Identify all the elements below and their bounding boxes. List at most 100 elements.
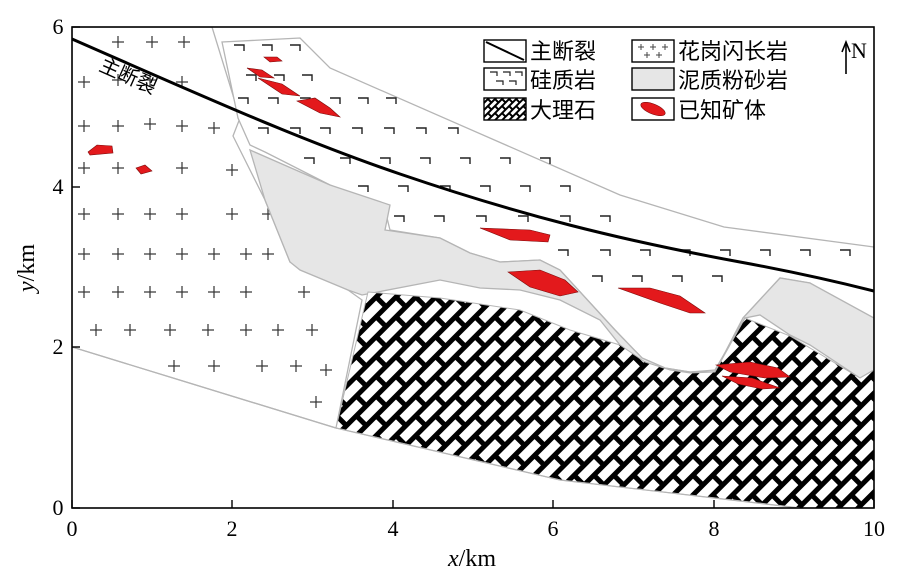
ore-body <box>721 375 781 390</box>
x-axis-title: x/km <box>447 546 496 572</box>
x-tick-label: 10 <box>863 516 885 541</box>
siliceous-mark <box>340 157 351 164</box>
x-tick-label: 2 <box>227 516 238 541</box>
y-axis <box>72 26 80 509</box>
ore-body <box>296 97 342 118</box>
legend-label: 花岗闪长岩 <box>678 40 788 65</box>
siliceous-mark <box>800 249 811 256</box>
legend-item-marble: 大理石 <box>483 97 596 124</box>
ore-body <box>246 67 276 79</box>
x-tick-label: 6 <box>548 516 559 541</box>
siliceous-mark <box>840 249 851 256</box>
siliceous-mark <box>560 185 571 192</box>
legend-item-granodiorite: 花岗闪长岩 <box>631 39 788 65</box>
siliceous-mark <box>384 127 395 134</box>
siliceous-mark <box>632 275 643 282</box>
siliceous-mark <box>720 249 731 256</box>
siliceous-mark <box>352 127 363 134</box>
siliceous-mark <box>640 249 651 256</box>
siliceous-mark <box>558 249 569 256</box>
ore-body <box>479 227 551 243</box>
siliceous-mark <box>416 127 427 134</box>
ore-bodies <box>87 56 791 390</box>
siliceous-mark <box>560 215 571 222</box>
legend-item-fault: 主断裂 <box>483 39 596 65</box>
x-tick-label: 0 <box>67 516 78 541</box>
siliceous-mark <box>386 97 397 104</box>
siliceous-mark <box>518 215 529 222</box>
north-label: N <box>851 38 867 63</box>
y-tick-label: 4 <box>53 174 64 199</box>
siliceous-mark <box>480 185 491 192</box>
ore-body <box>263 56 283 63</box>
siliceous-mark <box>600 215 611 222</box>
siliceous-mark <box>320 127 331 134</box>
plot-frame <box>71 26 875 509</box>
legend-label: 大理石 <box>530 99 596 124</box>
siliceous-mark <box>304 157 315 164</box>
siliceous-mark <box>330 97 341 104</box>
siliceous-mark <box>268 97 279 104</box>
siliceous-mark <box>540 157 551 164</box>
legend-item-ore: 已知矿体 <box>631 97 766 124</box>
granodiorite-crosses <box>78 36 332 408</box>
siliceous-mark <box>302 74 313 81</box>
siliceous-mark <box>290 44 301 51</box>
legend-item-siltstone: 泥质粉砂岩 <box>631 67 788 94</box>
main-fault-line <box>72 37 874 293</box>
granodiorite-pattern-icon <box>631 39 675 63</box>
ore-body <box>507 269 579 297</box>
ore-body <box>714 361 791 379</box>
siliceous-mark <box>672 275 683 282</box>
siliceous-mark <box>358 97 369 104</box>
ore-body <box>135 164 153 175</box>
siliceous-mark <box>398 185 409 192</box>
siliceous-rock-pattern-icon <box>483 67 527 91</box>
siliceous-mark <box>600 249 611 256</box>
siliceous-mark <box>274 74 285 81</box>
siliceous-mark <box>592 275 603 282</box>
lower-boundary-line <box>72 346 801 508</box>
siliceous-mark <box>500 157 511 164</box>
siliceous-mark <box>460 157 471 164</box>
siliceous-mark <box>712 275 723 282</box>
siliceous-mark <box>760 249 771 256</box>
siliceous-mark <box>420 157 431 164</box>
ore-body <box>87 144 114 156</box>
legend-label: 已知矿体 <box>678 99 766 124</box>
legend-label: 主断裂 <box>530 40 596 65</box>
x-axis-unit: /km <box>459 546 497 572</box>
y-tick-label: 0 <box>53 495 64 520</box>
x-tick-label: 4 <box>388 516 399 541</box>
siliceous-mark <box>262 44 273 51</box>
x-axis-var: x <box>447 546 459 572</box>
legend-item-siliceous: 硅质岩 <box>483 67 596 94</box>
y-tick-label: 2 <box>53 334 64 359</box>
siliceous-mark <box>476 215 487 222</box>
y-axis-var: y <box>14 281 40 294</box>
siliceous-mark <box>238 97 249 104</box>
legend-label: 硅质岩 <box>530 69 596 94</box>
siltstone-fill-icon <box>631 67 675 91</box>
siliceous-mark <box>434 215 445 222</box>
siliceous-mark <box>290 127 301 134</box>
ore-body <box>617 287 706 314</box>
north-arrow: N <box>841 38 867 74</box>
siliceous-mark <box>520 185 531 192</box>
siliceous-mark <box>258 127 269 134</box>
y-axis-title: y/km <box>14 244 40 294</box>
siliceous-mark <box>394 215 405 222</box>
ore-body <box>257 77 301 97</box>
siliceous-mark <box>234 44 245 51</box>
x-axis <box>71 500 875 508</box>
legend: 主断裂 花岗闪长岩 硅质岩 泥质粉砂岩 <box>478 33 834 131</box>
map-area: 主断裂 <box>72 27 874 508</box>
siltstone-region <box>248 148 874 379</box>
siliceous-mark <box>358 185 369 192</box>
x-tick-label: 8 <box>709 516 720 541</box>
marble-pattern-icon <box>483 97 527 121</box>
ore-body-icon <box>640 101 666 117</box>
y-tick-label: 6 <box>53 14 64 39</box>
siliceous-mark <box>246 74 257 81</box>
legend-label: 泥质粉砂岩 <box>678 69 788 94</box>
